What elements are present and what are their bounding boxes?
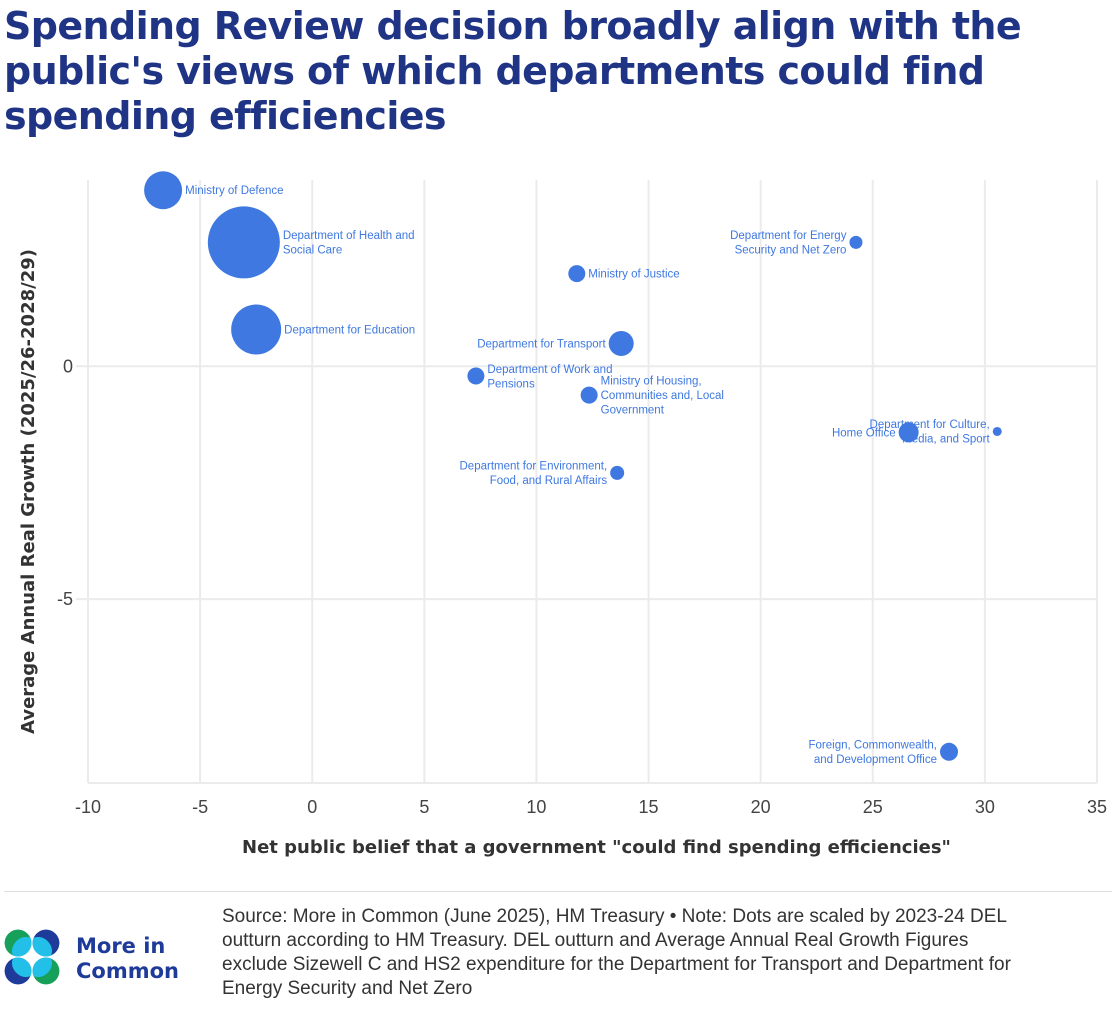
x-tick-label: 15	[639, 797, 659, 817]
data-point: Home Office	[898, 422, 919, 443]
logo-wordmark: More in Common	[76, 934, 179, 984]
footer-divider	[4, 891, 1112, 892]
data-points: Department of Health and Social CareDepa…	[144, 171, 1002, 761]
data-point: Department for Energy Security and Net Z…	[849, 235, 863, 249]
data-label-line: Social Care	[283, 245, 342, 257]
data-label-line: Department for Energy	[730, 230, 847, 242]
data-label: Department for Environment, Food, and Rur…	[460, 461, 608, 488]
data-label-line: Ministry of Justice	[588, 269, 679, 281]
data-label-line: Home Office	[832, 427, 896, 439]
data-label-line: Department of Health and	[283, 230, 415, 242]
x-axis-title: Net public belief that a government "cou…	[242, 837, 951, 858]
data-point: Department for Transport	[608, 330, 634, 356]
data-label: Department for Education	[284, 324, 415, 336]
x-tick-label: -5	[192, 797, 208, 817]
data-label-line: Communities and, Local	[601, 390, 724, 402]
data-label-line: Foreign, Commonwealth,	[809, 740, 937, 752]
data-label-line: Ministry of Defence	[185, 185, 283, 197]
axis-ticks: -10 -5 0 5 10 15 20 25 30 35 0 -5	[57, 356, 1107, 817]
scatter-chart: -10 -5 0 5 10 15 20 25 30 35 0 -5 Department of Hea…	[18, 171, 1107, 858]
source-note-line: outturn according to HM Treasury. DEL ou…	[222, 930, 969, 951]
data-point: Ministry of Justice	[568, 265, 586, 283]
source-note-line: exclude Sizewell C and HS2 expenditure f…	[222, 954, 1011, 975]
data-label-line: Government	[601, 405, 665, 417]
data-label: Ministry of Defence	[185, 185, 283, 197]
data-point: Department for Environment, Food, and Ru…	[610, 465, 625, 480]
data-label-line: Department for Environment,	[460, 461, 608, 473]
y-tick-label: 0	[63, 356, 73, 376]
data-label: Ministry of Housing, Communities and, Loc…	[601, 376, 724, 417]
source-note: Source: More in Common (June 2025), HM T…	[222, 905, 1112, 1001]
data-label-line: and Development Office	[814, 754, 937, 766]
data-label: Department for Culture, Media, and Sport	[870, 419, 991, 446]
data-point: Ministry of Housing, Communities and, Lo…	[580, 386, 598, 404]
x-tick-label: 20	[751, 797, 771, 817]
data-label: Department for Transport	[477, 338, 606, 350]
data-label-line: Department of Work and	[487, 364, 612, 376]
x-tick-label: 25	[863, 797, 883, 817]
data-label-line: Ministry of Housing,	[601, 376, 702, 388]
data-label-line: Department for Culture,	[870, 419, 990, 431]
data-label-line: Department for Education	[284, 324, 415, 336]
data-point: Department of Work and Pensions	[467, 367, 485, 385]
data-label-line: Security and Net Zero	[735, 245, 847, 257]
data-label-line: Department for Transport	[477, 338, 606, 350]
data-label: Home Office	[832, 427, 896, 439]
data-label: Department of Work and Pensions	[487, 364, 612, 391]
x-tick-label: 5	[419, 797, 429, 817]
y-axis-title: Average Annual Real Growth (2025/26-2028…	[18, 249, 39, 734]
data-label: Department of Health and Social Care	[283, 230, 415, 257]
data-point: Department for Culture, Media, and Sport	[992, 426, 1002, 436]
data-label: Foreign, Commonwealth, and Development Of…	[809, 740, 937, 767]
x-tick-label: 30	[975, 797, 995, 817]
x-tick-label: -10	[75, 797, 101, 817]
data-point: Department of Health and Social Care	[207, 206, 280, 279]
data-point: Foreign, Commonwealth, and Development O…	[940, 742, 959, 761]
chart-title: Spending Review decision broadly align w…	[4, 4, 1022, 138]
source-note-line: Source: More in Common (June 2025), HM T…	[222, 906, 1007, 927]
data-label-line: Pensions	[487, 378, 535, 390]
data-point: Department for Education	[231, 304, 282, 355]
x-tick-label: 0	[307, 797, 317, 817]
x-tick-label: 35	[1087, 797, 1107, 817]
data-label: Department for Energy Security and Net Ze…	[730, 230, 847, 257]
data-label: Ministry of Justice	[588, 269, 679, 281]
data-label-line: Media, and Sport	[902, 434, 990, 446]
gridlines	[76, 180, 1098, 784]
y-tick-label: -5	[57, 589, 73, 609]
data-labels: Ministry of Defence Department of Health …	[185, 185, 990, 766]
source-note-line: Energy Security and Net Zero	[222, 978, 473, 999]
logo-line-2: Common	[76, 959, 179, 983]
data-label-line: Food, and Rural Affairs	[490, 475, 608, 487]
data-point: Ministry of Defence	[144, 171, 183, 210]
logo-line-1: More in	[76, 934, 166, 958]
more-in-common-logo-icon	[4, 929, 60, 985]
x-tick-label: 10	[526, 797, 546, 817]
